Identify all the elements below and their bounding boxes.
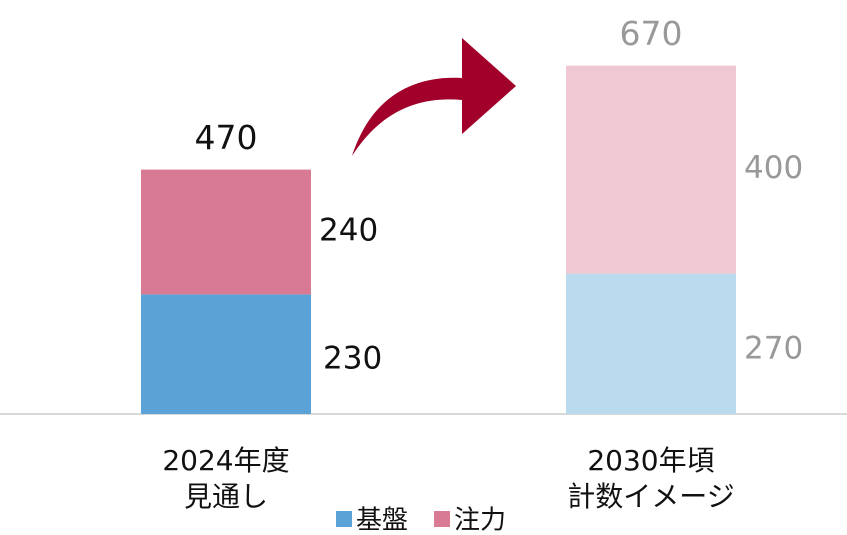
legend-label: 注力 [454, 506, 506, 535]
segment-label: 240 [319, 213, 378, 249]
legend-label: 基盤 [356, 506, 408, 535]
x-tick-label: 計数イメージ [567, 480, 734, 513]
x-tick-label: 2030年頃 [587, 444, 714, 477]
total-label: 670 [620, 14, 683, 53]
arrow [352, 38, 516, 156]
bar-segment [141, 169, 311, 295]
segment-label: 400 [744, 150, 803, 186]
x-tick-label: 2024年度 [162, 444, 289, 477]
legend-swatch [336, 511, 352, 527]
x-tick-label: 見通し [184, 480, 268, 513]
total-label: 470 [195, 118, 258, 157]
bar-segment [566, 273, 736, 414]
bar-segment [566, 65, 736, 274]
segment-label: 270 [744, 330, 803, 366]
legend-swatch [434, 511, 451, 527]
bar-segment [141, 294, 311, 414]
segment-label: 230 [323, 341, 382, 377]
